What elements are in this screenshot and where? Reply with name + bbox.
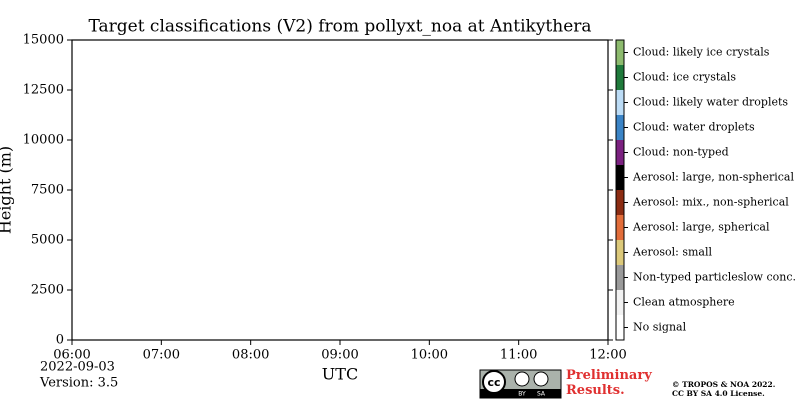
colorbar-segment <box>616 115 624 140</box>
cc-text: cc <box>487 376 500 389</box>
colorbar-segment <box>616 65 624 90</box>
y-tick-label: 5000 <box>31 233 64 248</box>
class-label: No signal <box>633 321 687 334</box>
class-label: Aerosol: large, non-spherical <box>632 171 794 184</box>
license: CC BY SA 4.0 License. <box>672 389 765 398</box>
colorbar-segment <box>616 290 624 315</box>
chart-title: Target classifications (V2) from pollyxt… <box>88 17 591 37</box>
class-label: Cloud: likely ice crystals <box>633 46 770 59</box>
colorbar-segment <box>616 140 624 165</box>
y-tick-label: 2500 <box>31 283 64 298</box>
y-tick-label: 10000 <box>23 133 64 148</box>
class-label: Aerosol: mix., non-spherical <box>632 196 789 209</box>
x-tick-label: 09:00 <box>321 348 358 363</box>
colorbar-segment <box>616 40 624 65</box>
class-label: Cloud: water droplets <box>633 121 755 134</box>
colorbar-segment <box>616 215 624 240</box>
y-tick-label: 7500 <box>31 183 64 198</box>
x-tick-label: 11:00 <box>500 348 537 363</box>
colorbar-segment <box>616 265 624 290</box>
x-tick-label: 06:00 <box>53 348 90 363</box>
plot-frame <box>71 39 609 341</box>
y-tick-label: 15000 <box>23 33 64 48</box>
cc-logo: cc BY SA <box>479 369 562 399</box>
colorbar-segment <box>616 90 624 115</box>
x-tick-label: 12:00 <box>589 348 626 363</box>
class-label: Cloud: non-typed <box>633 146 729 159</box>
x-tick-label: 08:00 <box>232 348 269 363</box>
class-label: Cloud: ice crystals <box>633 71 736 84</box>
class-label: Clean atmosphere <box>633 296 735 309</box>
colorbar-segment <box>616 190 624 215</box>
class-label: Cloud: likely water droplets <box>633 96 788 109</box>
date: 2022-09-03 <box>40 360 115 375</box>
cc-sa: SA <box>537 391 546 398</box>
y-tick-label: 0 <box>56 333 64 348</box>
version: Version: 3.5 <box>39 376 118 391</box>
class-label: Aerosol: small <box>632 246 712 259</box>
status: Preliminary Results. <box>566 368 652 398</box>
y-tick-label: 12500 <box>23 83 64 98</box>
x-tick-label: 10:00 <box>411 348 448 363</box>
class-label: Aerosol: large, spherical <box>632 221 770 234</box>
license: © TROPOS & NOA 2022. <box>672 380 775 389</box>
cc-by: BY <box>518 391 526 398</box>
x-axis-label: UTC <box>322 365 358 384</box>
colorbar-segment <box>616 315 624 340</box>
status-box: Preliminary Results. <box>566 368 652 398</box>
x-tick-label: 07:00 <box>143 348 180 363</box>
colorbar-frame <box>615 39 625 341</box>
colorbar-segment <box>616 240 624 265</box>
colorbar-segment <box>616 165 624 190</box>
y-axis-label: Height (m) <box>0 146 15 234</box>
class-label: Non-typed particleslow conc. <box>633 271 796 284</box>
